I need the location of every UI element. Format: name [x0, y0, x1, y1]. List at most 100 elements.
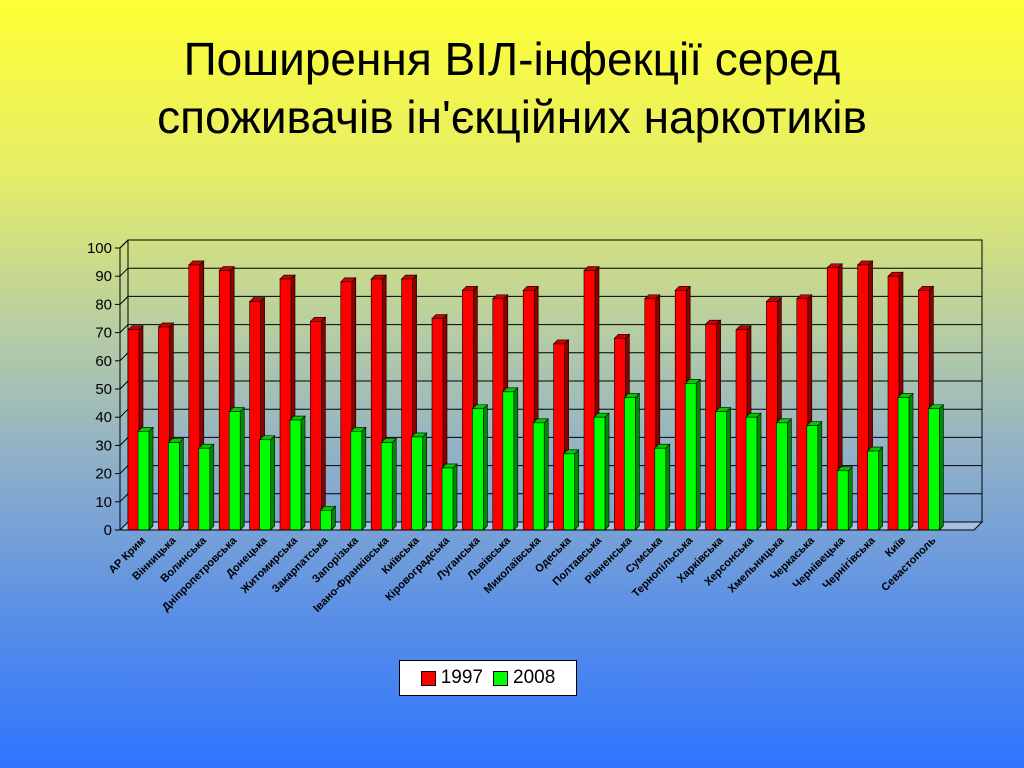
bar-2008 — [258, 435, 276, 531]
bar-2008 — [714, 406, 732, 531]
bar-side — [695, 378, 701, 531]
bar-front — [897, 397, 910, 531]
bar-side — [321, 316, 326, 531]
bar-2008 — [654, 443, 671, 531]
gridline — [119, 408, 982, 418]
bar-side — [543, 418, 549, 531]
bar-side — [452, 463, 458, 531]
bar-2008 — [502, 387, 519, 531]
bar-front — [188, 264, 201, 531]
bar-front — [127, 329, 140, 531]
bar-front — [411, 436, 423, 531]
legend-label-2008: 2008 — [513, 667, 556, 688]
legend-label-1997: 1997 — [440, 667, 483, 688]
gridline — [119, 380, 982, 390]
bar-side — [908, 392, 914, 531]
slide-title: Поширення ВІЛ-інфекції серед споживачів … — [0, 30, 1024, 146]
legend-item-1997: 1997 — [420, 667, 483, 689]
legend-swatch-2008 — [493, 670, 508, 686]
bar-front — [350, 430, 363, 531]
bar-side — [635, 392, 640, 531]
bar-side — [239, 406, 245, 531]
gridline — [119, 493, 982, 503]
bar-side — [148, 426, 154, 531]
bar-2008 — [289, 415, 306, 531]
bar-2008 — [228, 406, 245, 531]
bar-front — [289, 419, 302, 531]
title-line-1: Поширення ВІЛ-інфекції серед — [183, 33, 841, 85]
bar-side — [300, 415, 306, 531]
bar-front — [401, 278, 413, 531]
bar-front — [340, 281, 353, 531]
legend: 1997 2008 — [399, 660, 577, 696]
bar-side — [574, 449, 579, 531]
bar-front — [806, 425, 819, 531]
gridline — [119, 324, 982, 333]
bar-front — [674, 289, 687, 531]
bar-2008 — [836, 466, 853, 531]
gridline — [119, 295, 982, 305]
y-tick-label: 30 — [95, 437, 112, 454]
y-tick-label: 90 — [95, 268, 112, 285]
bar-front — [624, 397, 636, 531]
bar-2008 — [623, 392, 641, 531]
bar-front — [796, 298, 809, 531]
bar-2008 — [319, 505, 337, 531]
bar-front — [198, 447, 211, 531]
category-label: Севастополь — [879, 534, 938, 593]
bar-front — [380, 442, 393, 531]
bar-side — [483, 404, 488, 531]
gridline — [119, 267, 982, 277]
bar-front — [826, 267, 839, 531]
bar-2008 — [927, 404, 945, 531]
bar-side — [391, 437, 397, 531]
bar-2008 — [471, 404, 489, 531]
bar-front — [249, 301, 261, 531]
bar-side — [878, 446, 883, 531]
y-tick-label: 10 — [95, 494, 112, 511]
title-line-2: споживачів ін'єкційних наркотиків — [157, 91, 867, 143]
bar-2008 — [350, 426, 367, 531]
gridline — [119, 465, 982, 474]
bar-side — [756, 412, 762, 531]
bar-front — [583, 270, 596, 531]
bar-front — [684, 383, 697, 531]
legend-swatch-1997 — [420, 670, 436, 686]
bar-2008 — [684, 378, 701, 531]
bar-side — [726, 406, 731, 531]
y-tick-label: 70 — [95, 325, 112, 342]
bar-side — [179, 437, 184, 531]
bar-2008 — [198, 443, 215, 531]
bar-2008 — [532, 418, 549, 531]
bar-side — [787, 418, 792, 531]
bar-front — [502, 391, 515, 531]
bar-2008 — [593, 412, 610, 531]
gridline — [119, 436, 982, 446]
y-tick-label: 50 — [95, 381, 112, 398]
bar-front — [563, 453, 575, 531]
bar-2008 — [806, 420, 823, 531]
bar-side — [270, 435, 275, 531]
plot-floor — [118, 521, 984, 531]
bar-front — [857, 264, 869, 531]
bar-front — [462, 289, 474, 531]
bar-side — [817, 420, 823, 531]
bar-side — [422, 432, 427, 531]
bar-front — [228, 411, 241, 531]
bar-front — [614, 337, 626, 531]
bar-side — [361, 426, 367, 531]
bar-front — [522, 289, 535, 531]
bar-2008 — [380, 437, 397, 531]
bar-2008 — [897, 392, 914, 531]
bar-front — [492, 298, 505, 531]
bar-front — [745, 416, 758, 531]
bar-side — [604, 412, 610, 531]
bar-front — [593, 416, 606, 531]
bar-side — [513, 387, 519, 531]
bar-front — [320, 509, 332, 531]
gridline — [119, 239, 982, 249]
bar-front — [836, 470, 849, 531]
bar-front — [472, 408, 484, 531]
gridline — [119, 352, 982, 362]
